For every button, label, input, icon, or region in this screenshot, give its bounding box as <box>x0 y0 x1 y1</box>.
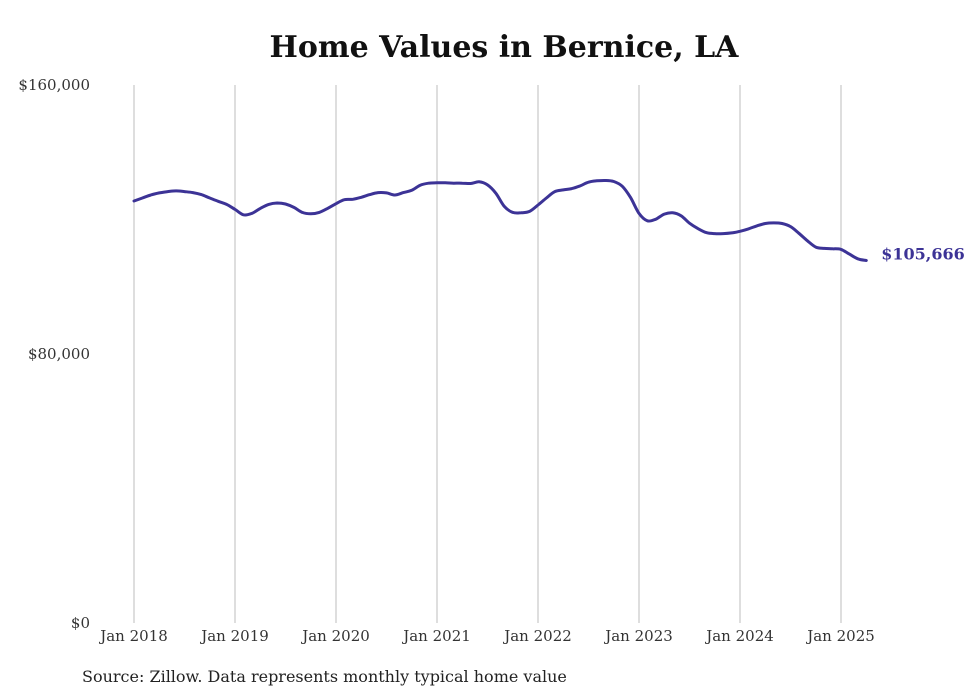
x-tick-label: Jan 2020 <box>300 627 370 645</box>
x-tick-label: Jan 2022 <box>502 627 572 645</box>
x-tick-label: Jan 2024 <box>704 627 774 645</box>
y-tick-label: $0 <box>71 614 90 632</box>
y-axis-ticks: $0 $80,000 $160,000 <box>18 76 90 632</box>
x-tick-label: Jan 2025 <box>805 627 875 645</box>
series-layer <box>132 178 868 262</box>
x-tick-label: Jan 2018 <box>98 627 168 645</box>
x-tick-label: Jan 2019 <box>199 627 269 645</box>
label-layer: $105,666 <box>881 245 965 264</box>
source-note: Source: Zillow. Data represents monthly … <box>82 667 567 686</box>
x-tick-label: Jan 2023 <box>603 627 673 645</box>
grid-layer <box>133 85 842 623</box>
x-axis-ticks: Jan 2018 Jan 2019 Jan 2020 Jan 2021 Jan 2022… <box>98 627 875 645</box>
y-tick-label: $160,000 <box>18 76 90 94</box>
x-tick-label: Jan 2021 <box>401 627 471 645</box>
chart-title: Home Values in Bernice, LA <box>269 30 739 65</box>
y-tick-label: $80,000 <box>28 345 90 363</box>
last-value-label: $105,666 <box>881 245 965 264</box>
series-line <box>132 178 868 262</box>
